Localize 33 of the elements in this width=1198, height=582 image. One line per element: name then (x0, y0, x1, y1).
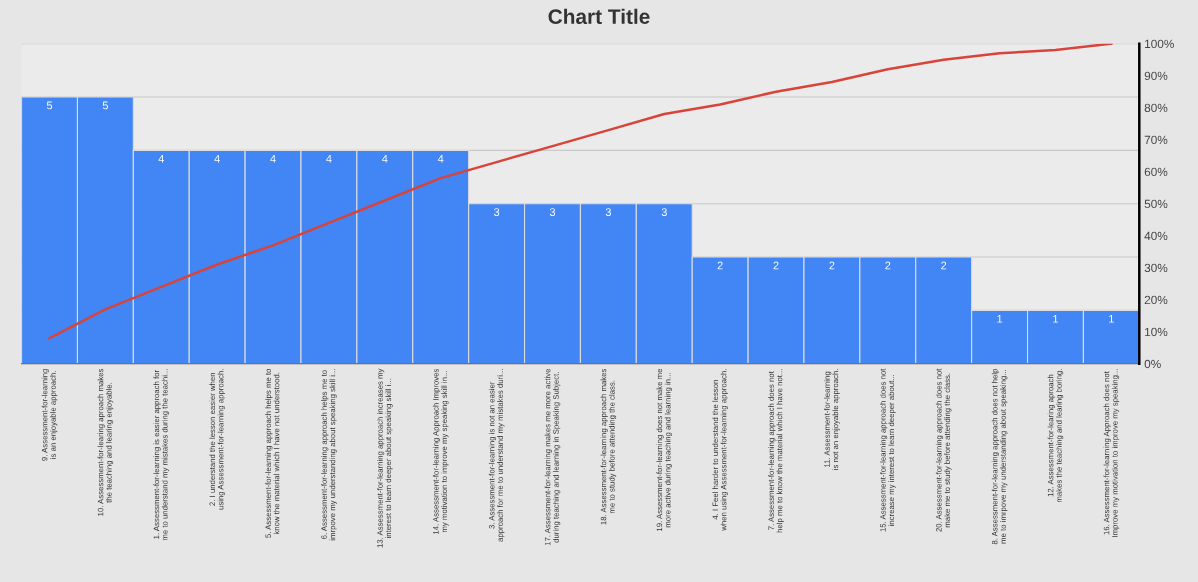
data-label: 2 (829, 261, 835, 270)
data-label: 4 (158, 154, 165, 163)
line-series (48, 43, 1113, 340)
y2-tick-label: 60% (1144, 167, 1168, 177)
data-label: 1 (997, 314, 1003, 323)
y2-tick-label: 0% (1144, 359, 1161, 369)
data-label: 2 (773, 261, 779, 270)
data-label: 1 (1109, 314, 1114, 323)
data-label: 1 (1053, 314, 1059, 323)
y2-tick-label: 100% (1145, 39, 1174, 49)
y2-tick-label: 80% (1144, 103, 1168, 113)
data-label: 4 (214, 154, 220, 163)
y2-tick-label: 20% (1144, 295, 1168, 305)
data-label: 2 (717, 261, 723, 270)
y2-tick-label: 90% (1144, 71, 1168, 81)
data-label: 4 (381, 154, 388, 163)
data-label: 5 (102, 101, 109, 110)
data-label: 3 (549, 208, 556, 217)
y2-tick-label: 50% (1144, 199, 1168, 209)
data-label: 4 (437, 154, 444, 163)
data-label: 4 (326, 154, 332, 163)
data-label: 4 (270, 154, 276, 163)
data-label: 2 (885, 261, 891, 270)
data-label: 3 (493, 208, 500, 217)
chart-title: Chart Title (548, 8, 650, 25)
y2-tick-label: 40% (1144, 231, 1168, 241)
data-label: 2 (941, 261, 947, 270)
y2-tick-label: 30% (1144, 263, 1168, 273)
data-label: 5 (46, 101, 53, 110)
y2-tick-label: 10% (1145, 327, 1168, 337)
data-label: 3 (661, 208, 667, 217)
data-label: 3 (605, 208, 611, 217)
y2-tick-label: 70% (1144, 135, 1168, 145)
